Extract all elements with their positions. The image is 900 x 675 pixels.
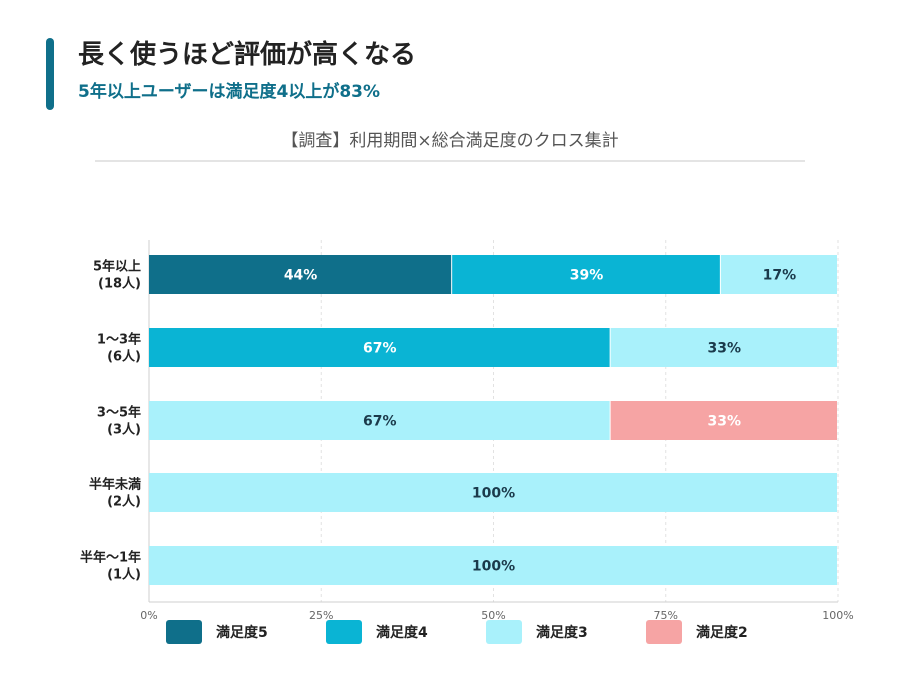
category-label: 5年以上(18人): [93, 259, 141, 292]
x-tick-label: 25%: [309, 609, 333, 622]
data-label: 39%: [570, 268, 604, 284]
bar-segment: [452, 255, 720, 294]
data-label: 33%: [708, 414, 742, 430]
data-label: 17%: [763, 268, 797, 284]
bar-segment: [720, 255, 837, 294]
data-label: 44%: [284, 268, 318, 284]
legend-swatch: [166, 620, 202, 644]
legend-item: 満足度5: [166, 618, 268, 646]
bar-segment: [610, 401, 837, 440]
category-label: 1〜3年(6人): [97, 332, 141, 365]
legend-label: 満足度3: [536, 625, 588, 641]
bar-segment: [149, 473, 837, 512]
data-label: 33%: [708, 341, 742, 357]
chart-caption: 【調査】利用期間×総合満足度のクロス集計: [281, 131, 619, 151]
x-tick-label: 100%: [822, 609, 853, 622]
category-label: 半年〜1年(1人): [80, 550, 141, 583]
caption-divider: [95, 160, 805, 162]
x-tick-label: 75%: [654, 609, 678, 622]
data-label: 67%: [363, 414, 397, 430]
data-label: 67%: [363, 341, 397, 357]
legend-item: 満足度2: [646, 618, 748, 646]
x-tick-label: 50%: [481, 609, 505, 622]
legend-item: 満足度3: [486, 618, 588, 646]
bar-segment: [149, 328, 610, 367]
legend-label: 満足度2: [696, 625, 748, 641]
category-label: 3〜5年(3人): [97, 405, 141, 438]
page-subtitle: 5年以上ユーザーは満足度4以上が83%: [78, 82, 381, 102]
page-title: 長く使うほど評価が高くなる: [78, 40, 417, 70]
bar-segment: [610, 328, 837, 367]
legend-swatch: [486, 620, 522, 644]
data-label: 100%: [472, 559, 515, 575]
legend-swatch: [326, 620, 362, 644]
legend-label: 満足度4: [376, 625, 428, 641]
title-accent-bar: [46, 38, 54, 110]
data-label: 100%: [472, 486, 515, 502]
bar-segment: [149, 546, 837, 585]
legend-item: 満足度4: [326, 618, 428, 646]
category-label: 半年未満(2人): [89, 477, 141, 510]
x-tick-label: 0%: [140, 609, 157, 622]
bar-segment: [149, 401, 610, 440]
legend-swatch: [646, 620, 682, 644]
bar-segment: [149, 255, 452, 294]
legend-label: 満足度5: [216, 625, 268, 641]
